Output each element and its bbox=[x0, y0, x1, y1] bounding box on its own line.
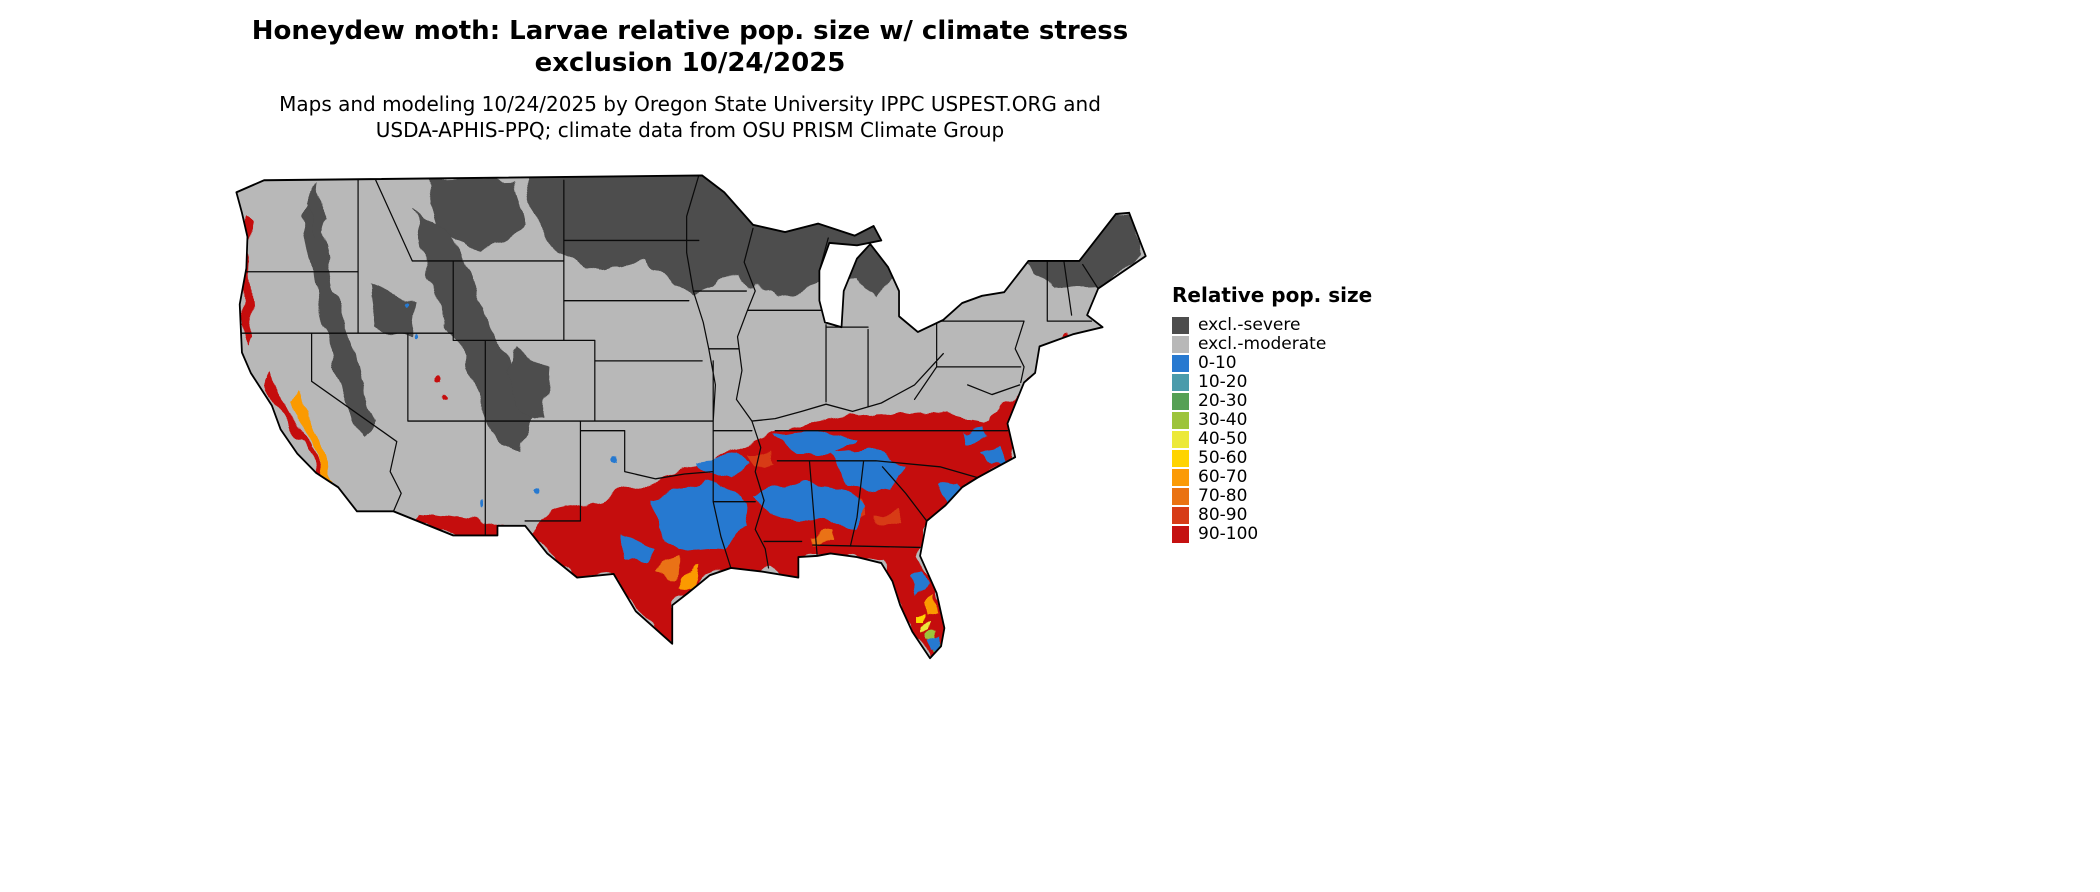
legend-item-30-40: 30-40 bbox=[1172, 412, 1402, 429]
legend-item-20-30: 20-30 bbox=[1172, 393, 1402, 410]
legend-swatch-40-50 bbox=[1172, 431, 1189, 448]
page-title-line1: Honeydew moth: Larvae relative pop. size… bbox=[251, 16, 1129, 46]
legend-label: 40-50 bbox=[1198, 429, 1248, 449]
legend-label: 50-60 bbox=[1198, 448, 1248, 468]
map-figure: Honeydew moth: Larvae relative pop. size… bbox=[0, 16, 1380, 660]
legend-label: 20-30 bbox=[1198, 391, 1248, 411]
legend-item-80-90: 80-90 bbox=[1172, 507, 1402, 524]
legend-item-60-70: 60-70 bbox=[1172, 469, 1402, 486]
legend-label: 10-20 bbox=[1198, 372, 1248, 392]
legend-swatch-excl-moderate bbox=[1172, 336, 1189, 353]
legend-swatch-10-20 bbox=[1172, 374, 1189, 391]
legend-title: Relative pop. size bbox=[1172, 283, 1373, 307]
legend-item-40-50: 40-50 bbox=[1172, 431, 1402, 448]
page-title-line2: exclusion 10/24/2025 bbox=[534, 47, 846, 78]
legend-label: excl.-severe bbox=[1198, 315, 1301, 335]
legend-label: 80-90 bbox=[1198, 505, 1248, 525]
legend-swatch-30-40 bbox=[1172, 412, 1189, 429]
map-region-60-70 bbox=[290, 390, 937, 614]
page-subtitle-line1: Maps and modeling 10/24/2025 by Oregon S… bbox=[279, 92, 1101, 116]
legend-swatch-20-30 bbox=[1172, 393, 1189, 410]
page-subtitle-line2: USDA-APHIS-PPQ; climate data from OSU PR… bbox=[375, 117, 1005, 142]
legend-swatch-80-90 bbox=[1172, 507, 1189, 524]
us-map bbox=[235, 174, 1147, 660]
legend-label: 0-10 bbox=[1198, 353, 1237, 373]
legend-label: 70-80 bbox=[1198, 486, 1248, 506]
state-borders bbox=[239, 175, 1099, 569]
legend-swatch-50-60 bbox=[1172, 450, 1189, 467]
map-region-50-60 bbox=[914, 612, 925, 623]
legend-swatch-excl-severe bbox=[1172, 317, 1189, 334]
legend-label: 90-100 bbox=[1198, 524, 1259, 544]
legend-swatch-70-80 bbox=[1172, 488, 1189, 505]
legend-label: 60-70 bbox=[1198, 467, 1248, 487]
legend-label: excl.-moderate bbox=[1198, 334, 1327, 354]
legend-swatch-60-70 bbox=[1172, 469, 1189, 486]
legend-item-90-100: 90-100 bbox=[1172, 526, 1402, 543]
map-region-40-50 bbox=[920, 622, 931, 632]
legend-item-10-20: 10-20 bbox=[1172, 374, 1402, 391]
legend-item-50-60: 50-60 bbox=[1172, 450, 1402, 467]
legend-swatch-90-100 bbox=[1172, 526, 1189, 543]
map-region-0-10 bbox=[401, 298, 1006, 653]
legend-label: 30-40 bbox=[1198, 410, 1248, 430]
legend-item-excl-moderate: excl.-moderate bbox=[1172, 336, 1402, 353]
map-region-70-80 bbox=[655, 531, 835, 578]
page-title: Honeydew moth: Larvae relative pop. size… bbox=[0, 16, 1380, 79]
legend: Relative pop. size excl.-severe excl.-mo… bbox=[1172, 283, 1402, 545]
page-subtitle: Maps and modeling 10/24/2025 by Oregon S… bbox=[0, 92, 1380, 143]
legend-item-excl-severe: excl.-severe bbox=[1172, 317, 1402, 334]
legend-swatch-0-10 bbox=[1172, 355, 1189, 372]
us-outline bbox=[235, 174, 1147, 660]
legend-item-0-10: 0-10 bbox=[1172, 355, 1402, 372]
legend-item-70-80: 70-80 bbox=[1172, 488, 1402, 505]
